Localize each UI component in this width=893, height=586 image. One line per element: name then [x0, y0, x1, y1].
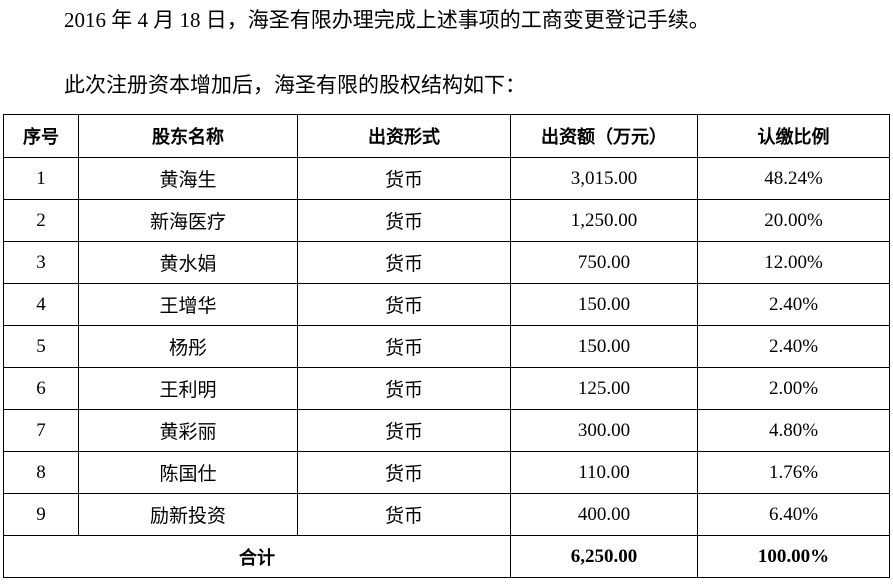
paragraph-table-intro: 此次注册资本增加后，海圣有限的股权结构如下：: [64, 73, 526, 97]
cell-index: 2: [3, 199, 79, 242]
cell-shareholder: 陈国仕: [78, 451, 298, 494]
cell-ratio: 2.40%: [697, 283, 890, 326]
cell-ratio: 12.00%: [697, 241, 890, 284]
cell-ratio: 2.40%: [697, 325, 890, 368]
cell-contribution-form: 货币: [297, 283, 511, 326]
cell-contribution-form: 货币: [297, 451, 511, 494]
cell-shareholder: 黄海生: [78, 157, 298, 200]
table-row: 6 王利明 货币 125.00 2.00%: [3, 367, 890, 410]
header-contribution-form: 出资形式: [297, 114, 511, 158]
cell-index: 7: [3, 409, 79, 452]
cell-amount: 110.00: [510, 451, 698, 494]
cell-amount: 400.00: [510, 493, 698, 536]
cell-contribution-form: 货币: [297, 493, 511, 536]
cell-contribution-form: 货币: [297, 325, 511, 368]
paragraph-registration-date: 2016 年 4 月 18 日，海圣有限办理完成上述事项的工商变更登记手续。: [64, 8, 710, 32]
cell-amount: 300.00: [510, 409, 698, 452]
cell-index: 8: [3, 451, 79, 494]
header-index: 序号: [3, 114, 79, 158]
header-ratio: 认缴比例: [697, 114, 890, 158]
cell-index: 1: [3, 157, 79, 200]
table-row: 9 励新投资 货币 400.00 6.40%: [3, 493, 890, 536]
cell-contribution-form: 货币: [297, 157, 511, 200]
cell-ratio: 20.00%: [697, 199, 890, 242]
cell-shareholder: 黄彩丽: [78, 409, 298, 452]
cell-amount: 150.00: [510, 283, 698, 326]
table-row: 2 新海医疗 货币 1,250.00 20.00%: [3, 199, 890, 242]
cell-shareholder: 杨彤: [78, 325, 298, 368]
cell-contribution-form: 货币: [297, 241, 511, 284]
cell-shareholder: 王增华: [78, 283, 298, 326]
cell-amount: 750.00: [510, 241, 698, 284]
equity-structure-table: 序号 股东名称 出资形式 出资额（万元） 认缴比例 1 黄海生 货币 3,015.00…: [3, 114, 890, 578]
cell-ratio: 4.80%: [697, 409, 890, 452]
cell-index: 3: [3, 241, 79, 284]
cell-contribution-form: 货币: [297, 409, 511, 452]
cell-index: 9: [3, 493, 79, 536]
cell-ratio: 48.24%: [697, 157, 890, 200]
table-row: 3 黄水娟 货币 750.00 12.00%: [3, 241, 890, 284]
cell-ratio: 6.40%: [697, 493, 890, 536]
cell-shareholder: 黄水娟: [78, 241, 298, 284]
table-row: 4 王增华 货币 150.00 2.40%: [3, 283, 890, 326]
table-row: 1 黄海生 货币 3,015.00 48.24%: [3, 157, 890, 200]
header-shareholder: 股东名称: [78, 114, 298, 158]
cell-amount: 1,250.00: [510, 199, 698, 242]
cell-contribution-form: 货币: [297, 367, 511, 410]
total-label: 合计: [3, 535, 511, 578]
cell-index: 5: [3, 325, 79, 368]
table-row: 8 陈国仕 货币 110.00 1.76%: [3, 451, 890, 494]
total-amount: 6,250.00: [510, 535, 698, 578]
cell-shareholder: 励新投资: [78, 493, 298, 536]
table-total-row: 合计 6,250.00 100.00%: [3, 535, 890, 578]
cell-amount: 150.00: [510, 325, 698, 368]
cell-ratio: 1.76%: [697, 451, 890, 494]
table-row: 7 黄彩丽 货币 300.00 4.80%: [3, 409, 890, 452]
table-row: 5 杨彤 货币 150.00 2.40%: [3, 325, 890, 368]
cell-contribution-form: 货币: [297, 199, 511, 242]
cell-index: 4: [3, 283, 79, 326]
table-header-row: 序号 股东名称 出资形式 出资额（万元） 认缴比例: [3, 114, 890, 158]
total-ratio: 100.00%: [697, 535, 890, 578]
cell-index: 6: [3, 367, 79, 410]
cell-amount: 3,015.00: [510, 157, 698, 200]
cell-shareholder: 王利明: [78, 367, 298, 410]
cell-shareholder: 新海医疗: [78, 199, 298, 242]
cell-ratio: 2.00%: [697, 367, 890, 410]
cell-amount: 125.00: [510, 367, 698, 410]
header-amount: 出资额（万元）: [510, 114, 698, 158]
